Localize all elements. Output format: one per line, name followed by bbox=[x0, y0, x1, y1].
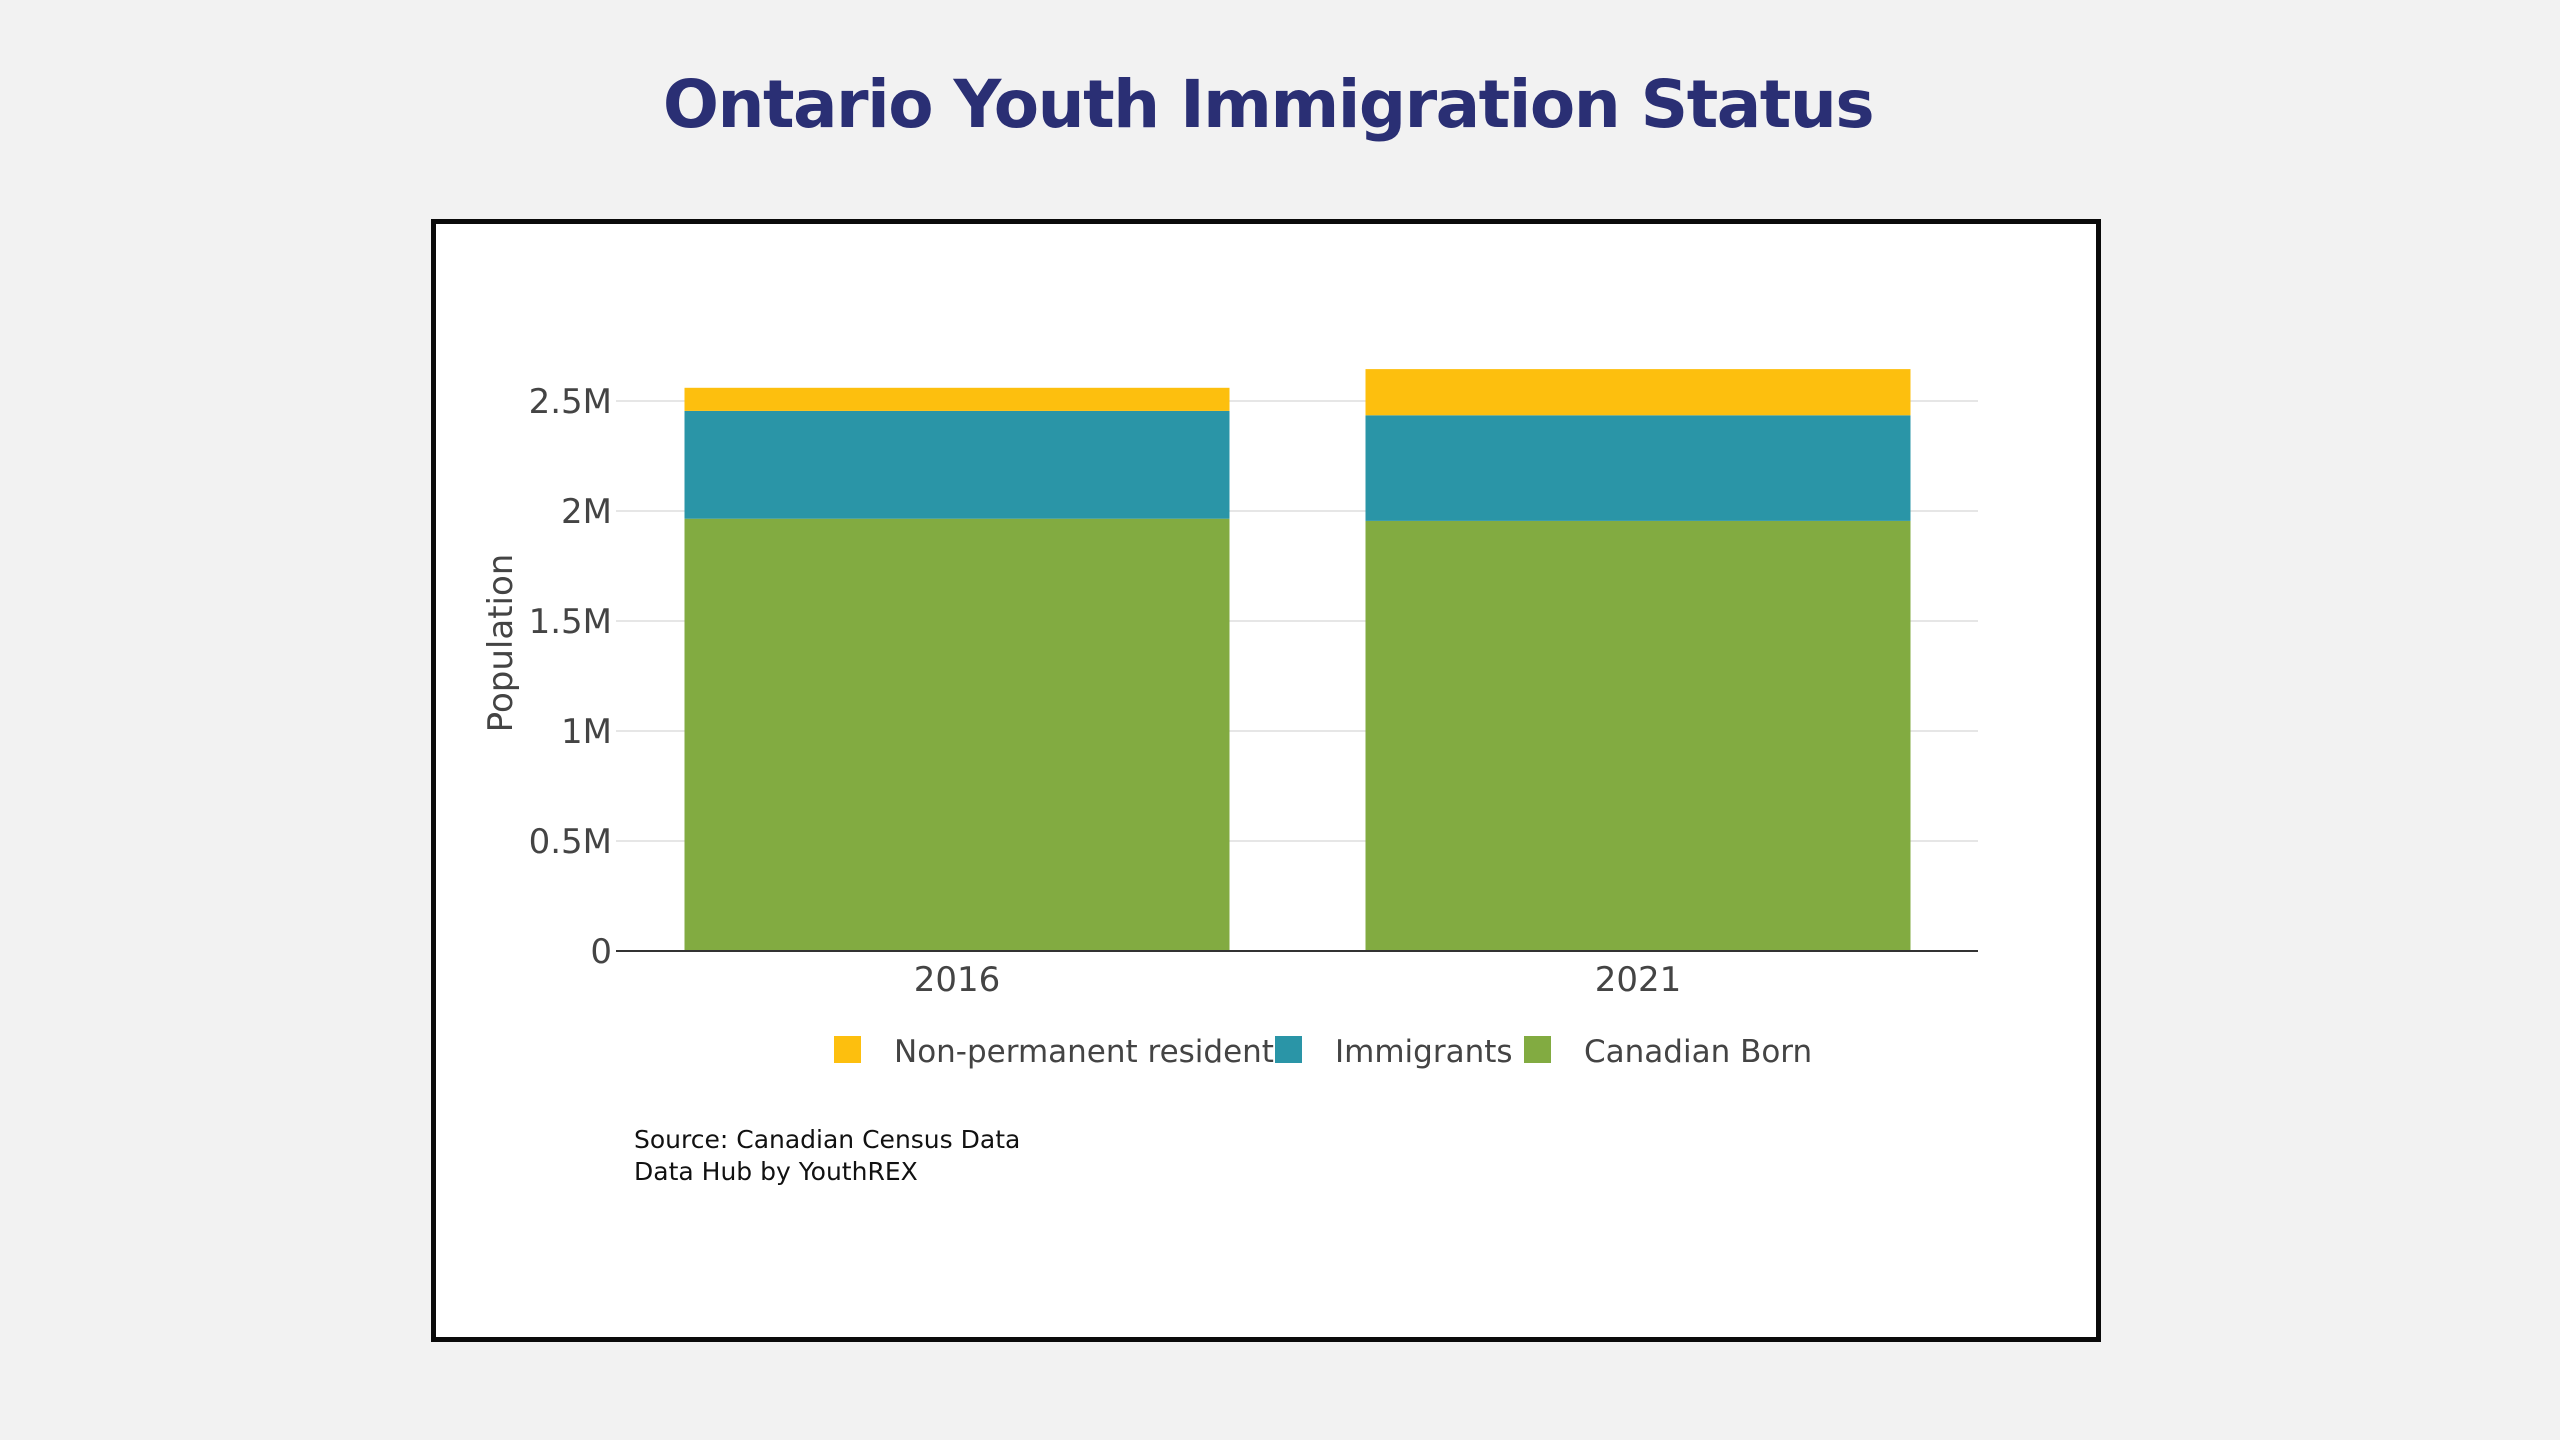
bar-canadian-born-2016 bbox=[684, 518, 1230, 951]
legend-label-canadian-born: Canadian Born bbox=[1584, 1034, 1812, 1070]
bar-immigrants-2021 bbox=[1365, 415, 1911, 521]
x-tick-label: 2016 bbox=[914, 960, 1001, 1000]
y-tick-label: 0.5M bbox=[529, 822, 612, 862]
y-tick-label: 2M bbox=[561, 492, 612, 532]
legend-swatch-canadian-born bbox=[1524, 1036, 1551, 1063]
source-note: Source: Canadian Census Data Data Hub by… bbox=[634, 1124, 1020, 1188]
bar-non-permanent-residents-2016 bbox=[684, 387, 1230, 411]
y-tick-label: 1M bbox=[561, 712, 612, 752]
y-tick-label: 0 bbox=[590, 932, 612, 972]
bar-canadian-born-2021 bbox=[1365, 520, 1911, 951]
legend-swatch-immigrants bbox=[1275, 1036, 1302, 1063]
legend-swatch-non-permanent-residents bbox=[834, 1036, 861, 1063]
y-tick-label: 2.5M bbox=[529, 382, 612, 422]
x-tick-label: 2021 bbox=[1595, 960, 1682, 1000]
credit-line: Data Hub by YouthREX bbox=[634, 1157, 918, 1186]
y-axis-title: Population bbox=[481, 554, 521, 733]
legend-label-non-permanent-residents: Non-permanent residents bbox=[894, 1034, 1290, 1070]
y-tick-label: 1.5M bbox=[529, 602, 612, 642]
bar-immigrants-2016 bbox=[684, 410, 1230, 519]
legend-label-immigrants: Immigrants bbox=[1335, 1034, 1513, 1070]
page-title: Ontario Youth Immigration Status bbox=[662, 66, 1875, 143]
source-line: Source: Canadian Census Data bbox=[634, 1125, 1021, 1154]
bar-non-permanent-residents-2021 bbox=[1365, 369, 1911, 416]
